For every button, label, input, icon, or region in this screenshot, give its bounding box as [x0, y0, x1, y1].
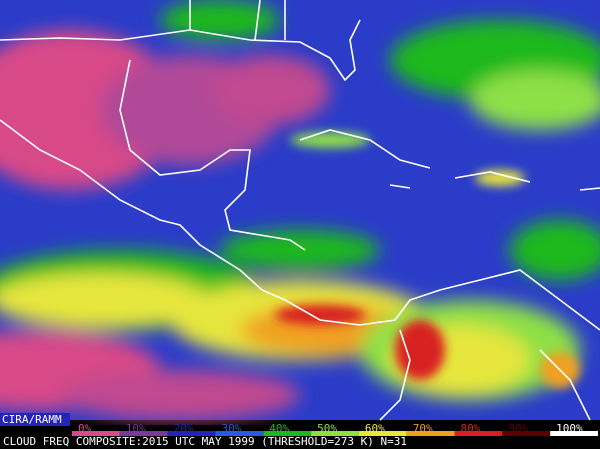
legend-label: 40%	[269, 422, 289, 435]
color-legend: 0% 10% 20% 30% 40% 50% 60% 70% 80% 90% 100%	[72, 422, 598, 436]
cloud-field	[0, 0, 600, 420]
caption: CLOUD FREQ COMPOSITE:2015 UTC MAY 1999 (…	[3, 435, 407, 448]
legend-label: 20%	[174, 422, 194, 435]
legend-swatch	[263, 431, 312, 436]
caption-bar	[0, 436, 600, 449]
legend-swatch	[454, 431, 503, 436]
credit-box	[0, 413, 70, 426]
legend-label: 90%	[508, 422, 528, 435]
legend-swatch	[358, 431, 407, 436]
legend-label: 50%	[317, 422, 337, 435]
legend-swatch	[311, 431, 359, 436]
legend-swatch	[502, 431, 551, 436]
legend-swatch	[215, 431, 264, 436]
legend-label: 80%	[461, 422, 481, 435]
legend-swatch	[72, 431, 120, 436]
legend-strip	[72, 425, 598, 436]
credit: CIRA/RAMM	[2, 413, 62, 426]
coastlines	[0, 0, 600, 421]
legend-label: 100%	[556, 422, 583, 435]
legend-label: 60%	[365, 422, 385, 435]
legend-swatch	[119, 431, 168, 436]
legend-label: 0%	[78, 422, 92, 435]
legend-swatch	[406, 431, 455, 436]
legend-label: 30%	[221, 422, 241, 435]
legend-label: 10%	[126, 422, 146, 435]
legend-swatch	[167, 431, 216, 436]
legend-swatch	[550, 431, 598, 436]
legend-label: 70%	[413, 422, 433, 435]
